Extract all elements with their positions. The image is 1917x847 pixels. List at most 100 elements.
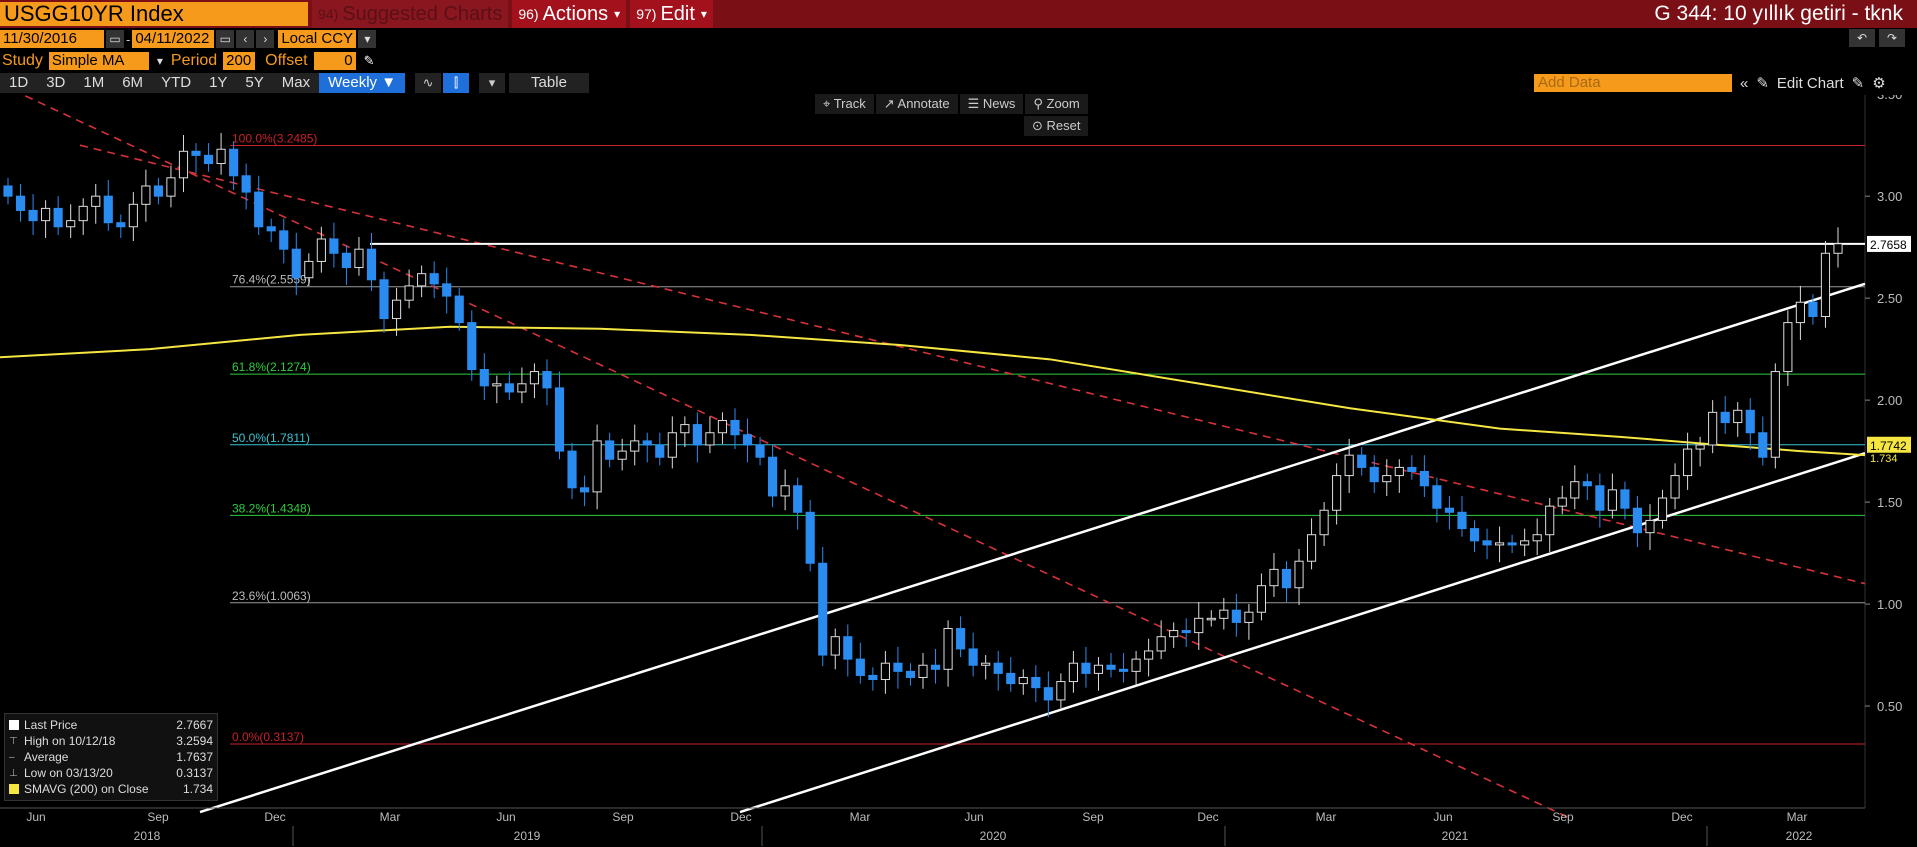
currency-select[interactable]: Local CCY: [278, 30, 357, 48]
chevron-down-icon[interactable]: ▾: [358, 30, 377, 48]
candle-down: [1006, 672, 1016, 685]
candle-down: [329, 238, 339, 254]
pen-icon[interactable]: ✎: [363, 53, 375, 68]
chevron-down-icon: ▾: [700, 7, 707, 21]
candle-down: [1469, 528, 1480, 542]
average-marker-icon: –: [9, 752, 15, 763]
annotate-button[interactable]: ↗ Annotate: [875, 94, 958, 114]
candle-down: [768, 456, 778, 497]
x-year-label: 2020: [980, 829, 1007, 843]
edit-menu-button[interactable]: 97) Edit ▾: [630, 0, 713, 28]
news-label: News: [982, 96, 1016, 111]
candle-down: [868, 674, 878, 681]
period-1y-button[interactable]: 1Y: [209, 74, 228, 91]
edit-chart-button[interactable]: Edit Chart: [1776, 74, 1844, 92]
candle-up: [1394, 466, 1404, 477]
reset-button[interactable]: ⊙ Reset: [1024, 116, 1089, 136]
candle-up: [128, 203, 138, 228]
candlestick-icon[interactable]: ⫿: [443, 73, 470, 93]
undo-icon[interactable]: ↶: [1849, 29, 1875, 47]
calendar-icon[interactable]: ▭: [106, 30, 124, 48]
period-field[interactable]: 200: [223, 52, 256, 70]
candle-down: [692, 424, 702, 446]
period-1d-button[interactable]: 1D: [9, 74, 29, 91]
candle-down: [1595, 485, 1605, 511]
price-chart[interactable]: 3.50 3.00 2.50 2.00 1.50 1.00 0.50 100.0%(3.248…: [0, 95, 1917, 847]
legend-key: Last Price: [24, 718, 78, 732]
candle-down: [1357, 454, 1367, 468]
double-chevron-left-icon[interactable]: «: [1740, 74, 1749, 92]
suggested-charts-button[interactable]: 94) Suggested Charts: [312, 0, 509, 28]
legend-box: Last Price 2.7667 ⊤ High on 10/12/18 3.2594…: [4, 713, 218, 801]
zoom-button[interactable]: ⚲ Zoom: [1025, 94, 1088, 114]
candle-down: [1118, 668, 1129, 672]
candle-up: [1294, 560, 1304, 589]
candle-down: [241, 175, 251, 193]
candle-down: [379, 279, 389, 320]
chevron-right-icon[interactable]: ›: [256, 30, 275, 48]
candle-down: [266, 226, 276, 232]
candle-up: [1545, 505, 1555, 536]
offset-field[interactable]: 0: [313, 52, 356, 70]
calendar-icon[interactable]: ▭: [216, 30, 235, 48]
sma-200-line: [0, 325, 1866, 457]
period-label: Period: [170, 52, 218, 69]
table-button[interactable]: Table: [509, 73, 589, 93]
edit-icon[interactable]: ✎: [1851, 75, 1865, 92]
end-date-field[interactable]: 04/11/2022: [132, 30, 215, 48]
candle-down: [1106, 664, 1116, 670]
candle-up: [78, 205, 88, 222]
candle-down: [1720, 411, 1730, 424]
x-month-label: Mar: [1787, 810, 1808, 824]
candle-down: [805, 511, 815, 564]
y-tick-label: 2.50: [1877, 291, 1902, 306]
study-type-select[interactable]: Simple MA: [48, 52, 149, 70]
candle-up: [705, 432, 715, 446]
x-month-label: Dec: [1671, 810, 1692, 824]
legend-key: Average: [24, 750, 69, 764]
news-button[interactable]: ☰ News: [959, 94, 1024, 114]
period-3d-button[interactable]: 3D: [46, 74, 66, 91]
legend-key: High on 10/12/18: [24, 734, 116, 748]
candle-up: [592, 440, 602, 493]
candle-down: [818, 562, 828, 656]
candle-down: [1231, 609, 1241, 623]
candle-up: [1219, 609, 1229, 619]
frequency-select[interactable]: Weekly ▼: [319, 73, 406, 93]
y-tick-label: 3.50: [1877, 95, 1902, 102]
last-price-swatch: [9, 720, 19, 730]
candle-up: [1093, 664, 1104, 674]
gear-icon[interactable]: ⚙: [1872, 75, 1886, 92]
period-ytd-button[interactable]: YTD: [161, 74, 192, 91]
line-chart-icon[interactable]: ∿: [415, 73, 442, 93]
period-6m-button[interactable]: 6M: [122, 74, 144, 91]
candle-up: [1156, 636, 1166, 652]
low-marker-icon: ⊥: [9, 768, 18, 779]
track-button[interactable]: ⌖ Track: [815, 94, 874, 114]
candle-up: [1833, 243, 1843, 254]
candle-down: [580, 487, 590, 493]
chevron-down-icon[interactable]: ▾: [479, 73, 506, 93]
redo-icon[interactable]: ↷: [1879, 29, 1905, 47]
candle-down: [1419, 470, 1429, 487]
period-max-button[interactable]: Max: [281, 74, 311, 91]
ticker-field[interactable]: USGG10YR Index: [0, 2, 308, 26]
period-5y-button[interactable]: 5Y: [245, 74, 264, 91]
candle-down: [742, 434, 753, 446]
add-data-input[interactable]: Add Data: [1534, 74, 1732, 92]
fib-level-label: 0.0%(0.3137): [232, 730, 304, 744]
legend-row: Last Price 2.7667: [9, 717, 213, 733]
chevron-down-icon: ▾: [614, 7, 621, 21]
period-1m-button[interactable]: 1M: [83, 74, 105, 91]
candle-down: [730, 420, 740, 436]
chevron-down-icon[interactable]: ▾: [150, 52, 169, 70]
start-date-field[interactable]: 11/30/2016: [0, 30, 104, 48]
actions-menu-button[interactable]: 96) Actions ▾: [512, 0, 627, 28]
chevron-left-icon[interactable]: ‹: [236, 30, 255, 48]
legend-row: ⊥ Low on 03/13/20 0.3137: [9, 765, 213, 781]
candle-down: [1582, 481, 1592, 487]
sma-value-label: 1.7742: [1870, 439, 1907, 453]
candle-up: [391, 299, 402, 320]
legend-value: 1.7637: [176, 750, 213, 764]
candle-down: [15, 195, 26, 211]
